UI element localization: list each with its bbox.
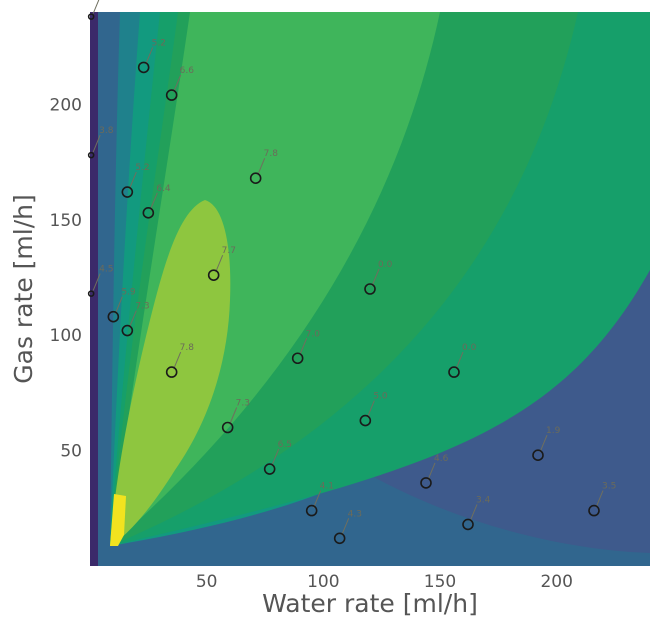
data-point-label: 4.6 <box>434 454 449 464</box>
data-point-label: 4.3 <box>348 509 362 519</box>
data-point <box>207 269 220 281</box>
point-leader-line <box>299 338 308 356</box>
data-point-label: 7.3 <box>236 399 250 409</box>
point-leader-line <box>271 448 280 467</box>
data-point <box>249 172 262 184</box>
data-point <box>107 310 120 323</box>
data-point-label: 7.8 <box>264 149 279 159</box>
x-tick-label: 200 <box>540 572 572 592</box>
data-point <box>532 449 544 462</box>
x-axis-ticks: 50 100 150 200 <box>196 572 573 592</box>
x-tick-label: 150 <box>424 572 456 592</box>
point-leader-line <box>595 490 604 508</box>
point-leader-line <box>455 351 464 370</box>
data-point-label: 0.0 <box>378 260 393 270</box>
point-leader-line <box>469 504 478 522</box>
point-leader-line <box>371 268 380 287</box>
data-point-label: 3.4 <box>476 495 491 505</box>
point-leader-line <box>539 435 548 453</box>
contour-band-7 <box>110 200 231 546</box>
contour-fill <box>90 12 650 566</box>
y-tick-label: 100 <box>50 326 82 346</box>
x-tick-label: 100 <box>307 572 339 592</box>
data-point <box>165 89 178 101</box>
data-point <box>137 61 150 74</box>
point-leader-line <box>341 518 350 536</box>
data-point <box>333 532 346 545</box>
y-tick-label: 150 <box>50 211 82 231</box>
data-point <box>87 13 95 20</box>
data-point-label: 4.1 <box>320 482 334 492</box>
data-point <box>462 518 474 531</box>
data-point-label: 6.5 <box>278 440 292 450</box>
point-leader-line <box>173 74 182 93</box>
point-leader-line <box>313 490 322 508</box>
data-point <box>448 366 460 378</box>
point-leader-line <box>173 351 182 370</box>
data-point <box>87 151 95 159</box>
y-axis-title: Gas rate [ml/h] <box>9 194 38 383</box>
data-point <box>359 414 372 427</box>
data-points: 7.65.26.63.85.26.47.87.70.04.55.97.37.87… <box>87 0 616 545</box>
point-leader-line <box>128 171 137 190</box>
data-point <box>221 421 234 434</box>
x-tick-label: 50 <box>196 572 218 592</box>
y-tick-label: 50 <box>60 442 82 462</box>
data-point-label: 7.7 <box>222 246 236 256</box>
data-point-label: 7.8 <box>180 343 195 353</box>
y-tick-label: 200 <box>50 95 82 115</box>
data-point <box>305 504 318 517</box>
data-point-label: 0.0 <box>462 343 477 353</box>
point-leader-line <box>257 158 266 176</box>
data-point <box>420 477 432 489</box>
point-leader-line <box>92 273 101 291</box>
point-leader-line <box>114 296 123 314</box>
data-point-label: 7.3 <box>135 302 149 312</box>
contour-band-8 <box>110 494 126 546</box>
data-point-label: 5.0 <box>373 392 388 402</box>
data-point <box>364 283 376 295</box>
data-point-label: 1.9 <box>546 426 561 436</box>
point-leader-line <box>92 134 101 153</box>
data-point-label: 3.5 <box>602 482 616 492</box>
data-point <box>121 324 134 337</box>
point-leader-line <box>229 407 238 425</box>
point-leader-line <box>427 462 436 481</box>
point-leader-line <box>128 310 137 328</box>
data-point <box>121 186 134 198</box>
data-point-label: 4.5 <box>99 265 113 275</box>
point-leader-line <box>215 254 224 273</box>
data-point-label: 7.0 <box>306 329 321 339</box>
data-point-label: 5.9 <box>121 288 136 298</box>
data-point <box>291 352 304 365</box>
data-point-label: 5.2 <box>152 38 166 48</box>
data-point-label: 5.2 <box>135 163 149 173</box>
x-axis-title: Water rate [ml/h] <box>262 589 478 618</box>
point-leader-line <box>92 0 100 14</box>
data-point-label: 6.6 <box>180 66 195 76</box>
point-leader-line <box>366 400 375 418</box>
data-point <box>87 290 95 297</box>
data-point <box>142 207 155 219</box>
data-point-label: 3.8 <box>99 126 114 136</box>
data-point <box>165 366 178 378</box>
y-axis-ticks: 50 100 150 200 <box>50 95 82 461</box>
point-leader-line <box>149 192 158 211</box>
point-leader-line <box>145 47 154 65</box>
data-point-label: 6.4 <box>156 184 171 194</box>
data-point <box>588 504 600 517</box>
data-point <box>263 463 276 475</box>
